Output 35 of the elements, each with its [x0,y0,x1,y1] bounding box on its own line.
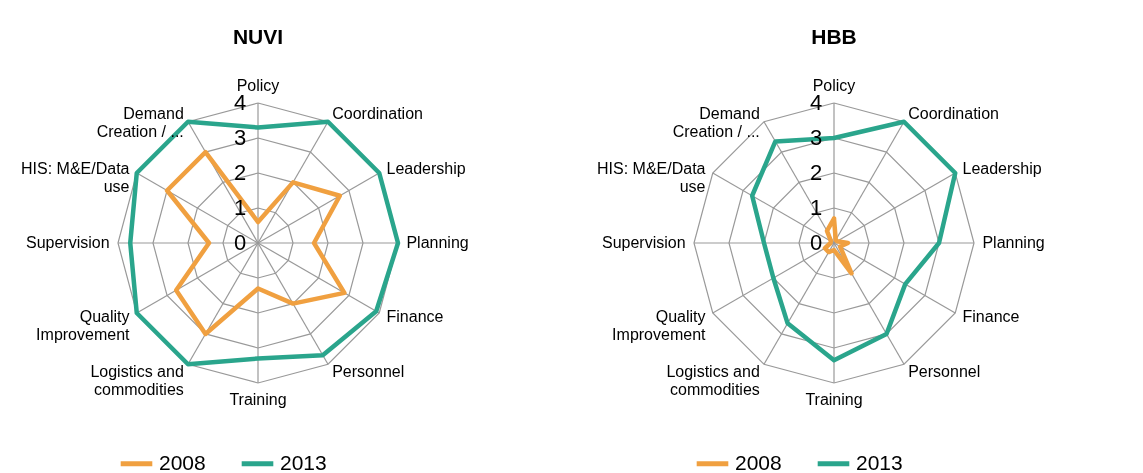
legend-label: 2013 [856,450,903,473]
spoke-label: Training [229,390,287,408]
y-tick-label: 2 [233,160,247,185]
y-tick-label: 3 [233,125,247,150]
chart-title: NUVI [232,25,284,49]
spoke-label: Personnel [908,362,981,380]
spoke-label: Demand Creation / ... [96,105,184,141]
spoke-label: Logistics and commodities [90,362,184,398]
spoke-label: Personnel [332,362,405,380]
legend-label: 2013 [280,450,327,473]
chart-title: HBB [811,25,857,49]
legend-label: 2008 [735,450,782,473]
spoke-label: Quality Improvement [36,308,131,344]
spoke-label: HIS: M&E/Data use [21,159,130,195]
spoke-label: Supervision [601,234,686,251]
y-tick-label: 1 [233,195,247,220]
spoke-label: Quality Improvement [612,308,707,344]
spoke-label: Demand Creation / ... [672,105,760,141]
spoke-label: Supervision [25,234,110,251]
spoke-label: HIS: M&E/Data use [597,159,706,195]
spoke-label: Logistics and commodities [666,362,760,398]
spoke-label: Planning [406,234,469,251]
spoke-label: Finance [386,308,444,326]
spoke-label: Coordination [908,105,999,123]
legend-label: 2008 [159,450,206,473]
y-tick-label: 1 [809,195,823,220]
spoke-label: Finance [962,308,1020,326]
y-tick-label: 0 [809,230,823,255]
spoke-label: Leadership [386,159,466,177]
spoke-label: Leadership [962,159,1042,177]
spoke-label: Planning [982,234,1045,251]
spoke-label: Training [805,390,863,408]
y-tick-label: 2 [809,160,823,185]
spoke-label: Coordination [332,105,423,123]
y-tick-label: 0 [233,230,247,255]
